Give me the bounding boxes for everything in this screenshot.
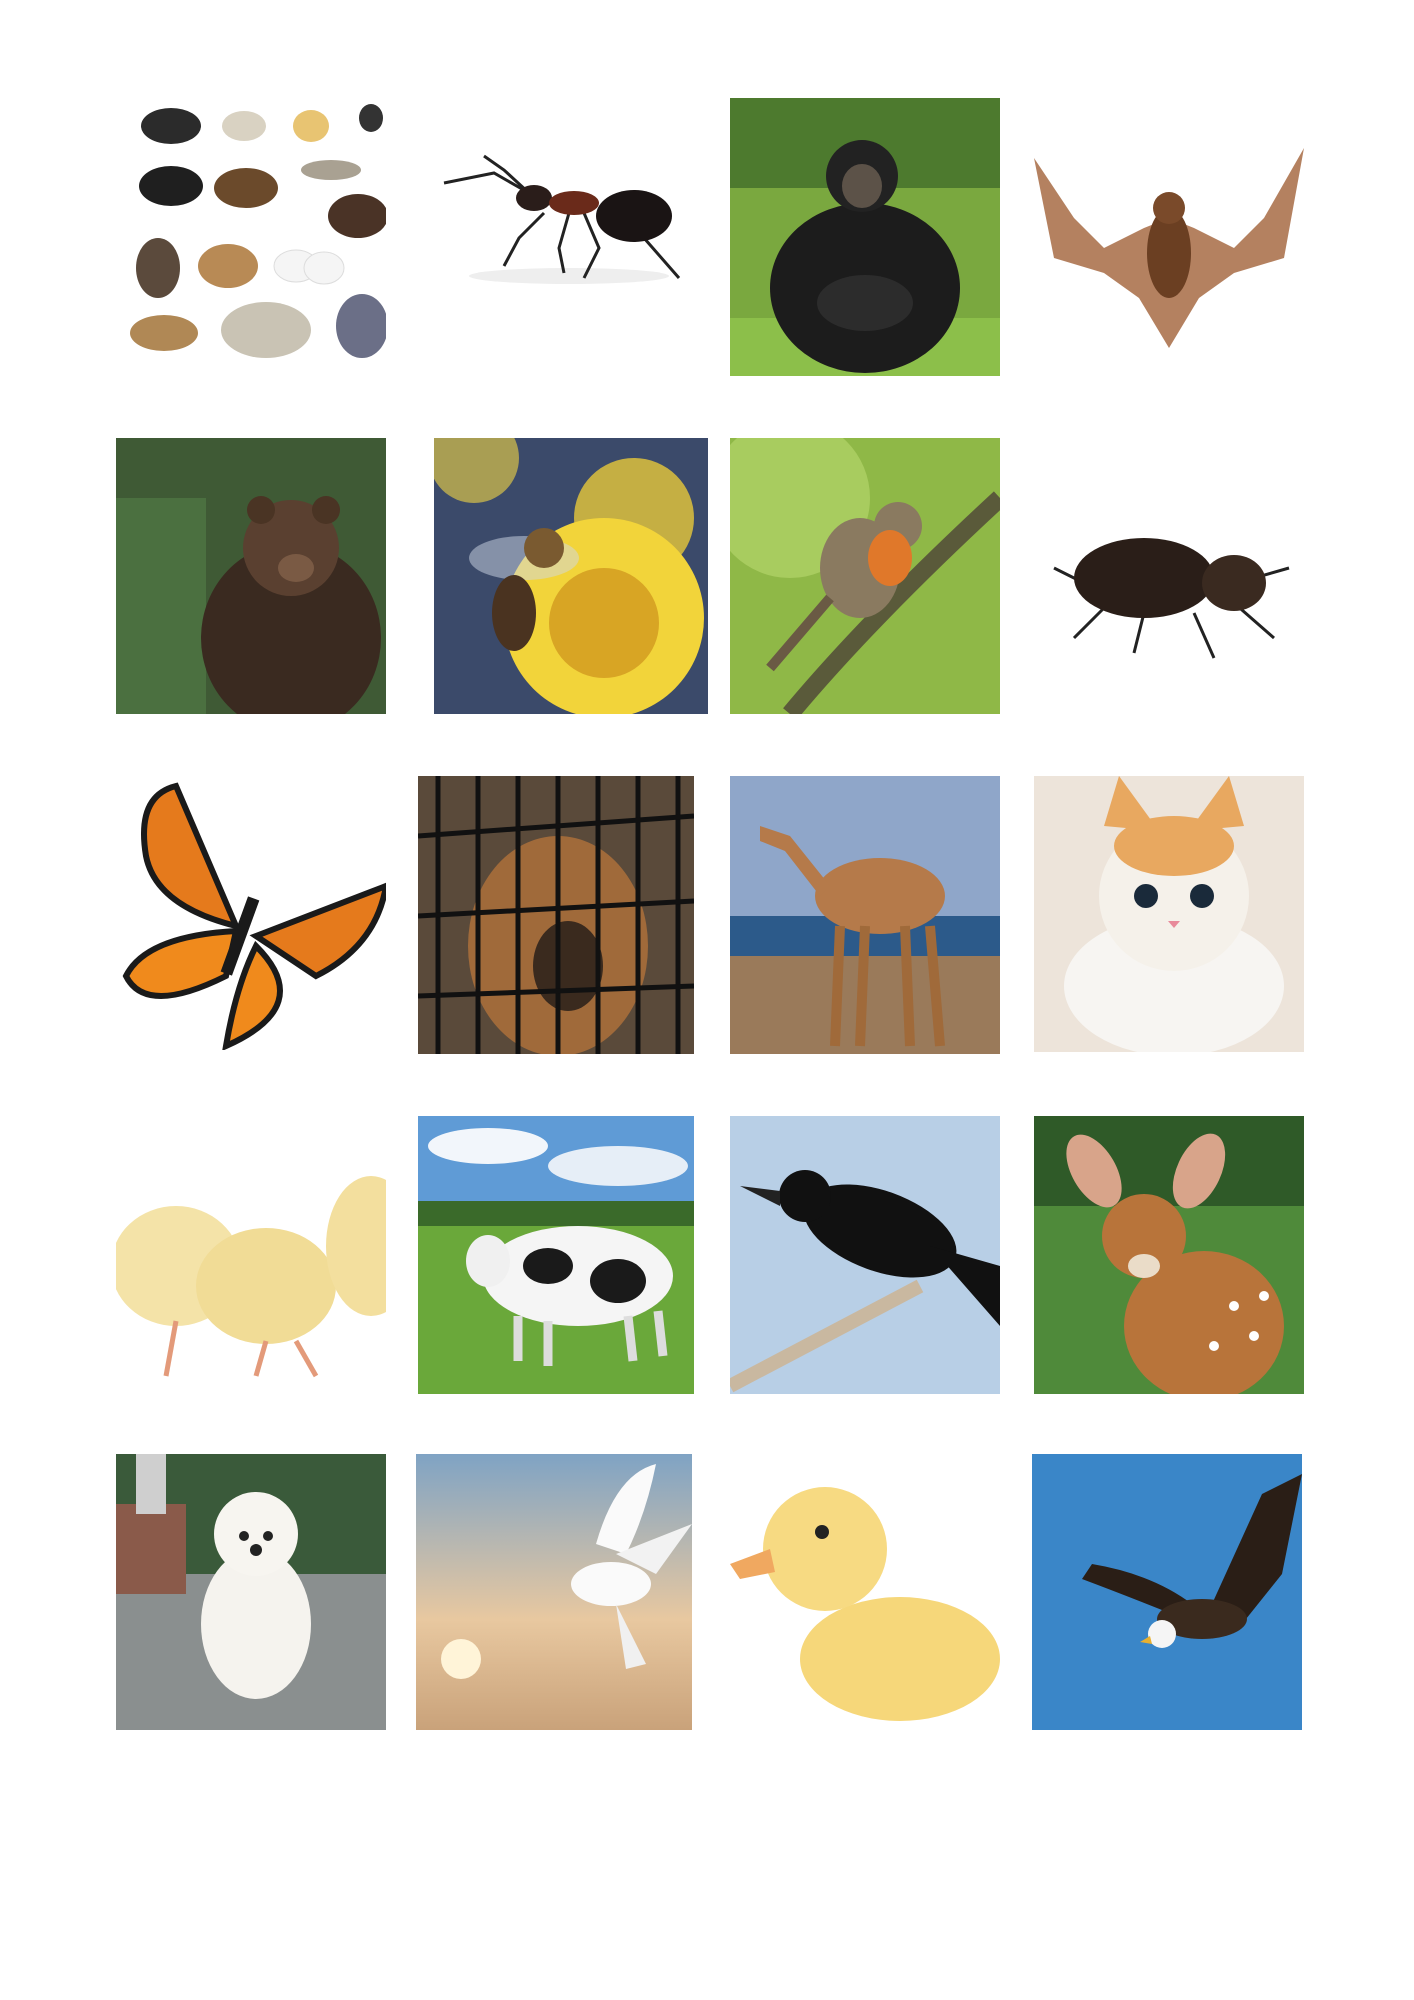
duckling-picture [730,1454,1000,1724]
bat-picture [1034,98,1304,368]
chicks-picture [116,1116,386,1390]
cow-picture [418,1116,694,1394]
bird-picture [730,438,1000,714]
bear-picture [116,438,386,714]
kitten-picture [1034,776,1304,1052]
bee-picture [434,438,708,714]
crow-picture [730,1116,1000,1394]
ant-picture [434,98,704,368]
puppy-picture [116,1454,386,1730]
butterfly-picture [116,776,386,1050]
chimpanzee-picture [730,98,1000,376]
assorted-animals-picture [116,98,386,368]
deer-picture [1034,1116,1304,1394]
eagle-picture [1032,1454,1302,1730]
camel-picture [730,776,1000,1054]
beetle-picture [1034,438,1304,708]
dog-in-cage-picture [418,776,694,1054]
dove-picture [416,1454,692,1730]
